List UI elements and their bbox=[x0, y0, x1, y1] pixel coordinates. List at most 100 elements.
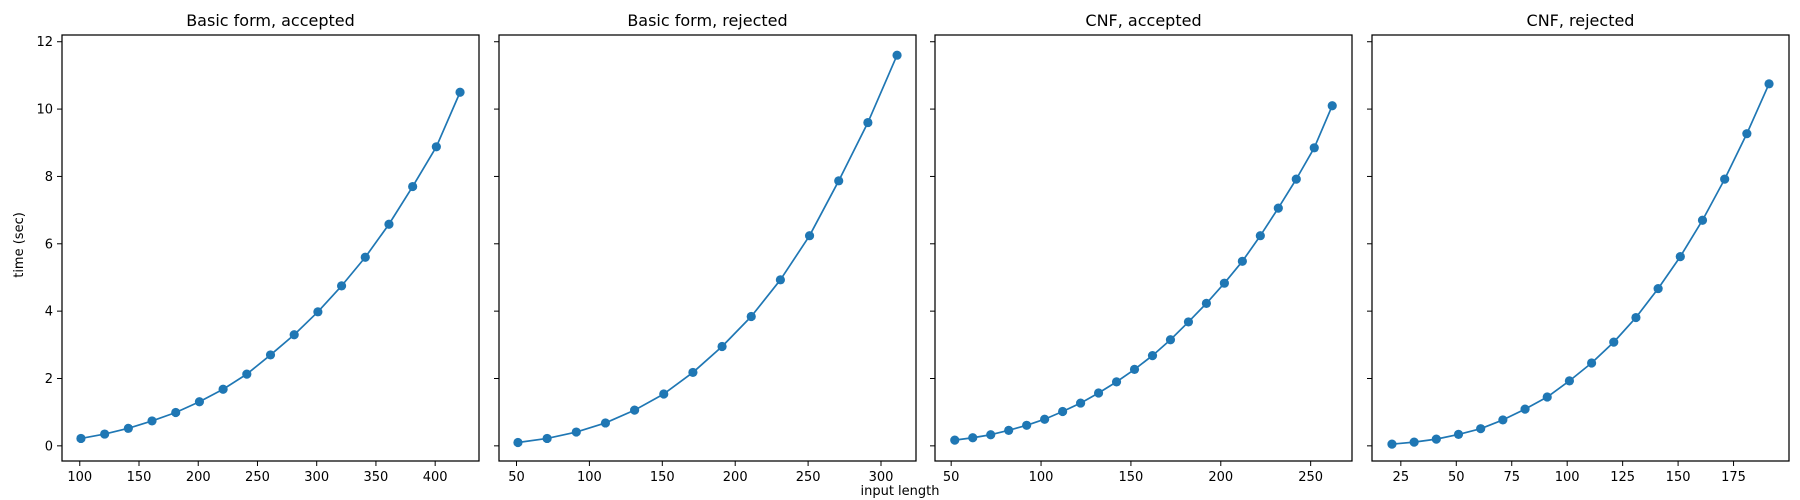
y-tick-label: 6 bbox=[45, 237, 53, 252]
data-point bbox=[775, 275, 786, 285]
data-point bbox=[863, 117, 873, 128]
data-point bbox=[1431, 434, 1441, 444]
data-point bbox=[1697, 215, 1708, 225]
data-point bbox=[1040, 414, 1050, 424]
x-tick-label: 75 bbox=[1503, 470, 1520, 485]
data-point bbox=[968, 433, 978, 443]
data-point bbox=[1764, 79, 1774, 89]
data-point bbox=[1653, 283, 1663, 294]
panel-title: Basic form, accepted bbox=[186, 11, 355, 30]
x-tick-label: 50 bbox=[943, 470, 960, 485]
x-tick-label: 200 bbox=[1208, 470, 1233, 485]
data-point bbox=[1675, 251, 1685, 262]
data-point bbox=[289, 330, 299, 340]
x-tick-label: 400 bbox=[423, 470, 448, 485]
data-point bbox=[804, 231, 815, 241]
x-tick-label: 50 bbox=[1448, 470, 1465, 485]
data-point bbox=[1273, 203, 1283, 213]
data-point bbox=[431, 142, 441, 152]
data-point bbox=[1542, 392, 1552, 402]
y-tick-label: 12 bbox=[36, 35, 53, 50]
data-point bbox=[147, 416, 157, 426]
data-point bbox=[1498, 415, 1508, 425]
x-tick-label: 300 bbox=[304, 470, 329, 485]
data-point bbox=[1183, 317, 1194, 327]
x-tick-label: 25 bbox=[1393, 470, 1410, 485]
series-line bbox=[517, 54, 898, 444]
x-tick-label: 100 bbox=[1029, 470, 1054, 485]
data-point bbox=[717, 341, 727, 352]
data-point bbox=[688, 367, 698, 378]
chart-panel-3: CNF, accepted 50 100 150 200 250 bbox=[930, 11, 1353, 485]
data-point bbox=[1309, 143, 1319, 153]
x-tick-label: 250 bbox=[796, 470, 821, 485]
x-axis-label: input length bbox=[860, 484, 939, 499]
x-tick-label: 100 bbox=[67, 470, 92, 485]
data-point bbox=[571, 427, 581, 437]
panel-title: CNF, accepted bbox=[1085, 11, 1201, 30]
data-point bbox=[892, 50, 902, 60]
data-point bbox=[1586, 358, 1597, 368]
x-tick-label: 150 bbox=[650, 470, 675, 485]
data-point bbox=[1093, 388, 1104, 398]
x-tick-label: 150 bbox=[1666, 470, 1691, 485]
data-point bbox=[1255, 231, 1265, 241]
y-tick-label: 2 bbox=[45, 372, 53, 387]
series-line bbox=[1391, 83, 1770, 446]
data-point bbox=[1291, 174, 1301, 184]
panel-title: Basic form, rejected bbox=[627, 11, 787, 30]
x-tick-label: 100 bbox=[1555, 470, 1580, 485]
data-point bbox=[1111, 377, 1122, 387]
y-tick-label: 10 bbox=[36, 103, 53, 118]
data-point bbox=[360, 252, 370, 262]
data-point bbox=[630, 405, 640, 415]
x-tick-label: 350 bbox=[364, 470, 389, 485]
data-point bbox=[384, 219, 394, 229]
data-point bbox=[1520, 404, 1530, 414]
data-point bbox=[218, 384, 228, 394]
data-point bbox=[455, 87, 465, 97]
data-point bbox=[1237, 256, 1247, 266]
data-point bbox=[1720, 174, 1730, 184]
data-point bbox=[408, 181, 418, 192]
plot-frame bbox=[1371, 34, 1790, 462]
data-point bbox=[513, 437, 523, 448]
data-point bbox=[1609, 337, 1619, 347]
data-point bbox=[1075, 398, 1086, 408]
chart-panel-2: Basic form, rejected 50 100 150 200 250 300 bbox=[494, 11, 917, 485]
x-tick-label: 100 bbox=[577, 470, 602, 485]
x-tick-label: 250 bbox=[245, 470, 270, 485]
data-point bbox=[76, 433, 86, 444]
data-point bbox=[1058, 406, 1068, 417]
x-tick-label: 50 bbox=[508, 470, 525, 485]
data-point bbox=[834, 176, 844, 186]
data-point bbox=[1165, 335, 1176, 345]
chart-panel-4: CNF, rejected 25 50 75 100 125 150 175 bbox=[1367, 11, 1790, 485]
data-point bbox=[1453, 429, 1464, 439]
data-point bbox=[336, 281, 347, 291]
series-line bbox=[954, 105, 1334, 441]
data-point bbox=[1129, 364, 1140, 374]
data-point bbox=[659, 389, 669, 399]
data-point bbox=[1327, 101, 1337, 111]
x-tick-label: 150 bbox=[1119, 470, 1144, 485]
y-tick-label: 8 bbox=[45, 170, 53, 185]
data-point bbox=[1631, 312, 1641, 323]
data-point bbox=[950, 435, 960, 445]
data-point bbox=[1409, 437, 1419, 447]
plot-frame bbox=[934, 34, 1353, 462]
data-point bbox=[1219, 278, 1229, 288]
data-point bbox=[1387, 439, 1397, 449]
plot-frame bbox=[498, 34, 917, 462]
y-tick-label: 0 bbox=[45, 439, 53, 454]
x-tick-label: 200 bbox=[723, 470, 748, 485]
x-tick-label: 150 bbox=[127, 470, 152, 485]
data-point bbox=[986, 430, 996, 440]
data-point bbox=[1476, 424, 1486, 434]
data-point bbox=[242, 369, 252, 379]
x-tick-label: 250 bbox=[1298, 470, 1323, 485]
x-tick-label: 175 bbox=[1721, 470, 1746, 485]
data-point bbox=[1004, 425, 1014, 435]
